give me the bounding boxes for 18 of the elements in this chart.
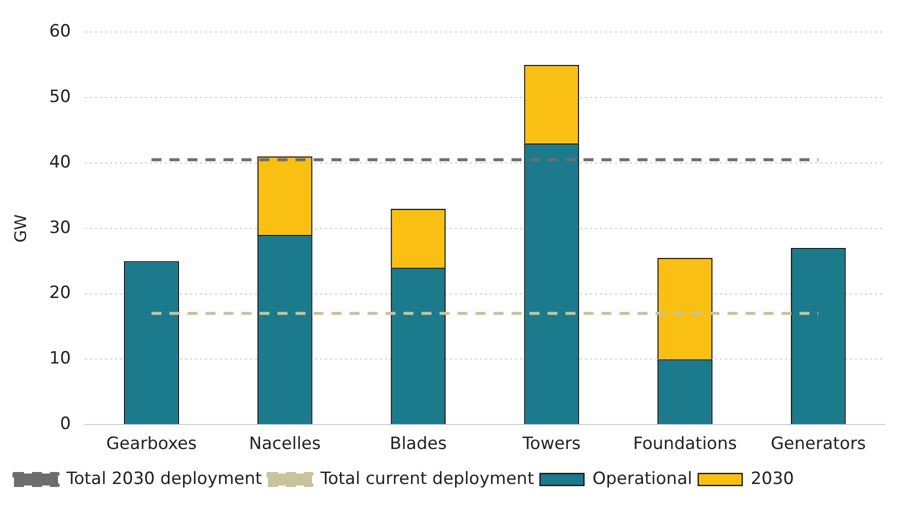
legend-label: Operational — [592, 468, 692, 489]
legend-label: Total 2030 deployment — [66, 468, 262, 489]
x-tick-label: Foundations — [633, 434, 737, 454]
x-tick-label: Generators — [770, 434, 866, 454]
y-tick-label: 60 — [49, 22, 71, 42]
legend-label: Total current deployment — [319, 468, 534, 489]
y-tick-label: 40 — [49, 152, 71, 172]
x-tick-label: Blades — [390, 434, 447, 454]
y-tick-label: 50 — [49, 87, 71, 108]
y-tick-label: 10 — [49, 348, 71, 369]
y-tick-label: 20 — [49, 283, 71, 304]
y-tick-label: 30 — [49, 218, 71, 238]
x-tick-label: Nacelles — [249, 434, 321, 454]
legend-label: 2030 — [750, 468, 794, 489]
y-axis-title: GW — [10, 214, 30, 243]
x-tick-label: Towers — [522, 434, 581, 454]
x-tick-label: Gearboxes — [106, 434, 197, 454]
y-tick-label: 0 — [60, 414, 71, 434]
